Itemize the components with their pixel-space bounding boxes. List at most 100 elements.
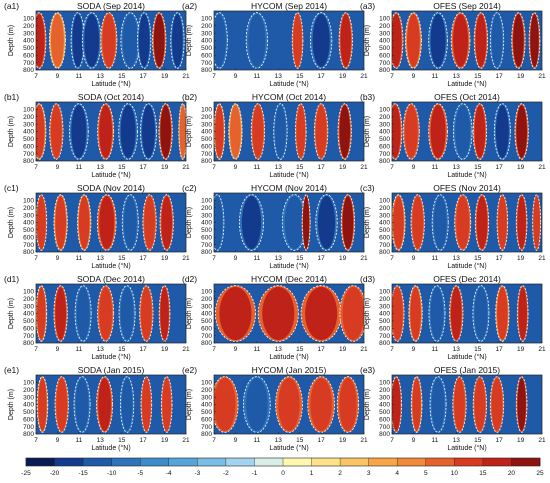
zero-contour xyxy=(337,103,352,160)
eddy-core xyxy=(55,286,66,341)
eddy-core xyxy=(475,13,487,68)
y-tick-label: 500 xyxy=(23,318,34,325)
zero-contour xyxy=(137,12,152,69)
plot-area xyxy=(392,375,542,434)
y-tick-label: 300 xyxy=(23,303,34,310)
eddy-core xyxy=(144,195,155,250)
zero-contour xyxy=(516,285,529,342)
x-tick-label: 9 xyxy=(412,164,416,171)
x-tick-label: 19 xyxy=(161,346,169,353)
x-tick-label: 21 xyxy=(538,437,546,444)
plot-area xyxy=(36,193,186,252)
x-tick-label: 11 xyxy=(431,437,438,444)
y-tick-label: 700 xyxy=(23,151,34,158)
colorbar-swatch xyxy=(54,458,84,466)
eddy-core xyxy=(55,195,66,250)
eddy-core xyxy=(455,104,471,159)
y-tick-label: 600 xyxy=(379,416,390,423)
panel-tag: (e2) xyxy=(182,365,197,375)
eddy-core xyxy=(454,377,465,432)
x-tick-label: 21 xyxy=(360,73,368,80)
eddy-core xyxy=(433,195,447,250)
panel-title: OFES (Jan 2015) xyxy=(434,365,500,375)
eddy-core xyxy=(431,377,445,432)
y-tick-label: 600 xyxy=(379,234,390,241)
y-axis-label: Depth (m) xyxy=(364,298,371,329)
panel-tag: (c1) xyxy=(4,183,19,193)
y-tick-label: 700 xyxy=(23,60,34,67)
x-tick-label: 15 xyxy=(296,73,304,80)
colorbar-swatch xyxy=(26,458,55,466)
panel-tag: (a3) xyxy=(360,1,375,11)
zero-contour xyxy=(472,376,487,433)
y-tick-label: 100 xyxy=(23,107,34,114)
x-tick-label: 11 xyxy=(75,437,82,444)
eddy-core xyxy=(296,104,306,159)
zero-contour xyxy=(142,194,157,251)
y-axis-label: Depth (m) xyxy=(364,389,371,420)
y-tick-label: 500 xyxy=(23,45,34,52)
x-tick-label: 19 xyxy=(161,73,169,80)
zero-contour xyxy=(140,103,157,160)
x-tick-label: 17 xyxy=(140,255,148,262)
x-tick-label: 7 xyxy=(212,255,216,262)
zero-contour xyxy=(291,12,304,69)
x-tick-label: 17 xyxy=(140,164,148,171)
zero-contour xyxy=(340,194,356,251)
colorbar-swatch xyxy=(425,458,455,466)
eddy-core xyxy=(278,377,300,432)
zero-contour xyxy=(69,103,89,160)
x-tick-label: 17 xyxy=(496,73,504,80)
x-tick-label: 21 xyxy=(538,164,546,171)
eddy-core xyxy=(516,104,528,159)
eddy-core xyxy=(36,104,45,159)
zero-contour xyxy=(53,285,68,342)
eddy-core xyxy=(51,104,62,159)
y-tick-label: 700 xyxy=(379,151,390,158)
zero-contour xyxy=(315,194,338,251)
x-tick-label: 11 xyxy=(75,73,82,80)
y-tick-label: 700 xyxy=(379,242,390,249)
x-axis-label: Latitude (°N) xyxy=(447,353,486,361)
y-tick-label: 600 xyxy=(23,416,34,423)
y-tick-label: 200 xyxy=(379,296,390,303)
x-tick-label: 21 xyxy=(182,255,190,262)
eddy-core xyxy=(302,195,310,250)
plot-area xyxy=(214,375,364,434)
y-tick-label: 800 xyxy=(201,431,212,438)
y-tick-label: 500 xyxy=(23,136,34,143)
y-tick-label: 500 xyxy=(201,318,212,325)
zero-contour xyxy=(121,194,139,251)
y-tick-label: 400 xyxy=(201,38,212,45)
zero-contour xyxy=(339,285,364,342)
x-tick-label: 19 xyxy=(339,164,347,171)
zero-contour xyxy=(36,103,47,160)
y-axis-label: Depth (m) xyxy=(8,207,15,238)
colorbar-tick-label: 2 xyxy=(338,470,342,477)
x-tick-label: 19 xyxy=(161,437,169,444)
eddy-core xyxy=(392,377,401,432)
y-tick-label: 400 xyxy=(201,129,212,136)
x-tick-label: 19 xyxy=(161,255,169,262)
eddy-core xyxy=(412,377,421,432)
eddy-core xyxy=(342,195,354,250)
colorbar-tick-label: 4 xyxy=(395,470,399,477)
x-tick-label: 15 xyxy=(118,437,126,444)
x-tick-label: 13 xyxy=(97,346,105,353)
y-tick-label: 700 xyxy=(201,424,212,431)
zero-contour xyxy=(96,194,117,251)
x-tick-label: 17 xyxy=(318,73,326,80)
eddy-core xyxy=(491,377,503,432)
zero-contour xyxy=(239,194,264,251)
y-tick-label: 100 xyxy=(379,16,390,23)
eddy-core xyxy=(517,195,526,250)
colorbar-swatch xyxy=(83,458,112,466)
eddy-core xyxy=(284,195,304,250)
x-tick-label: 15 xyxy=(118,255,126,262)
x-tick-label: 7 xyxy=(390,346,394,353)
zero-contour xyxy=(301,194,311,251)
x-tick-label: 13 xyxy=(97,437,105,444)
x-tick-label: 7 xyxy=(34,437,38,444)
